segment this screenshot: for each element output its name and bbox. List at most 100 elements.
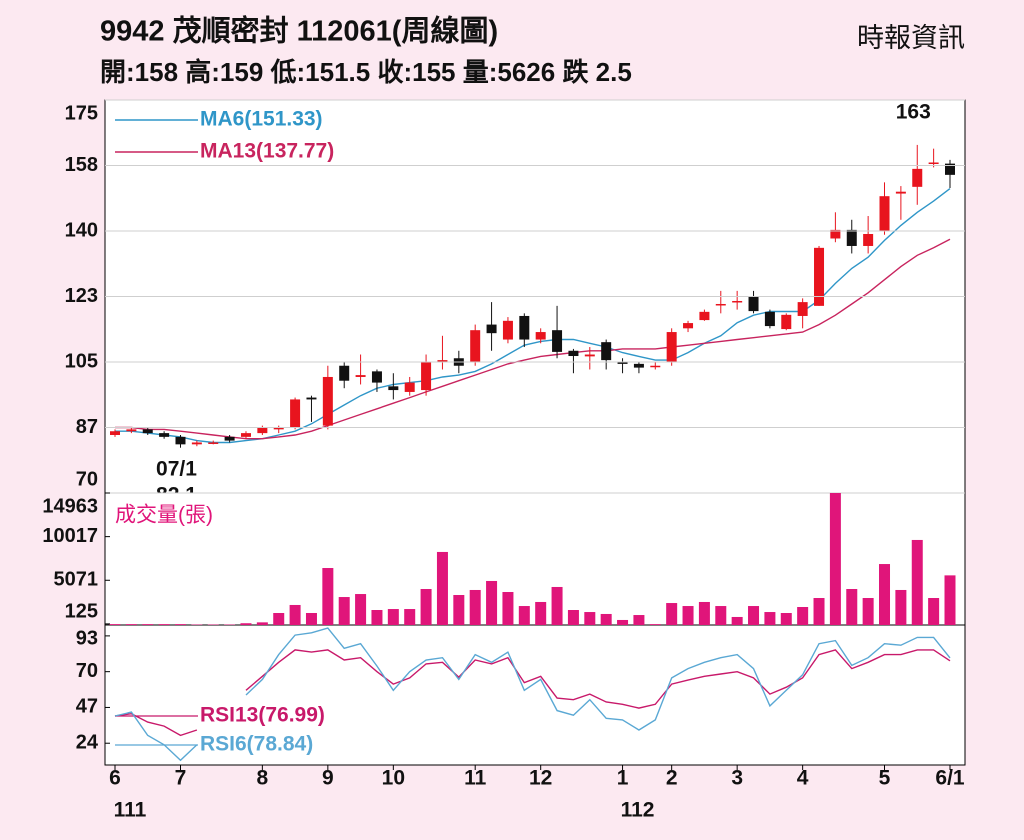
candle-body xyxy=(814,248,824,306)
y-tick-label: 105 xyxy=(65,350,98,372)
volume-bar xyxy=(601,614,612,625)
y-tick-label: 123 xyxy=(65,285,98,307)
volume-bar xyxy=(240,623,251,625)
volume-bar xyxy=(830,493,841,625)
candle-body xyxy=(585,355,595,357)
volume-bar xyxy=(273,613,284,625)
x-tick-label: 2 xyxy=(666,767,678,790)
candle-body xyxy=(781,315,791,329)
volume-bar xyxy=(650,624,661,625)
x-tick-label: 9 xyxy=(322,767,334,790)
y-tick-label: 70 xyxy=(76,468,98,490)
candle-body xyxy=(225,437,235,441)
candle-body xyxy=(568,351,578,356)
y-tick-label: 5071 xyxy=(54,569,99,591)
volume-label: 成交量(張) xyxy=(115,504,213,527)
candle-body xyxy=(798,302,808,316)
volume-bar xyxy=(453,595,464,625)
legend-label: MA13(137.77) xyxy=(200,140,334,163)
volume-bar xyxy=(126,624,137,625)
candle-body xyxy=(650,366,660,368)
candle-body xyxy=(470,330,480,362)
volume-bar xyxy=(175,624,186,625)
volume-bar xyxy=(388,609,399,625)
y-tick-label: 93 xyxy=(76,627,98,649)
volume-bar xyxy=(552,587,563,625)
volume-bar xyxy=(846,589,857,625)
x-tick-label: 11 xyxy=(464,767,487,790)
candle-body xyxy=(896,192,906,194)
y-tick-label: 140 xyxy=(65,219,98,241)
candle-body xyxy=(601,342,611,360)
volume-bar xyxy=(535,602,546,625)
x-tick-label: 6/1 xyxy=(935,767,965,790)
source: 時報資訊 xyxy=(857,23,965,53)
legend-label: RSI13(76.99) xyxy=(200,704,325,727)
candle-body xyxy=(405,383,415,392)
volume-bar xyxy=(584,612,595,625)
volume-bar xyxy=(748,606,759,625)
y-tick-label: 125 xyxy=(65,600,98,622)
candle-body xyxy=(306,398,316,400)
volume-bar xyxy=(666,603,677,625)
candle-body xyxy=(487,325,497,334)
volume-bar xyxy=(732,617,743,625)
volume-bar xyxy=(568,610,579,625)
volume-bar xyxy=(421,589,432,625)
candle-body xyxy=(241,433,251,437)
volume-bar xyxy=(437,552,448,625)
x-tick-label: 8 xyxy=(257,767,269,790)
candle-body xyxy=(552,330,562,352)
candle-body xyxy=(912,169,922,187)
volume-bar xyxy=(306,613,317,625)
candle-body xyxy=(110,431,120,435)
x-tick-label: 4 xyxy=(797,767,809,790)
volume-bar xyxy=(355,594,366,625)
x-year-label: 112 xyxy=(621,799,655,822)
y-tick-label: 87 xyxy=(76,416,98,438)
volume-bar xyxy=(322,568,333,625)
candle-body xyxy=(765,312,775,326)
volume-bar xyxy=(486,581,497,625)
candle-body xyxy=(683,323,693,328)
volume-bar xyxy=(699,602,710,625)
candle-body xyxy=(699,312,709,320)
volume-bar xyxy=(633,615,644,625)
volume-bar xyxy=(339,597,350,625)
candle-body xyxy=(372,371,382,382)
candle-body xyxy=(536,332,546,339)
volume-bar xyxy=(863,598,874,625)
candle-body xyxy=(323,377,333,426)
annotation-date: 07/1 xyxy=(156,457,197,480)
candle-body xyxy=(356,375,366,377)
legend-label: MA6(151.33) xyxy=(200,108,323,131)
volume-bar xyxy=(945,575,956,625)
x-tick-label: 3 xyxy=(731,767,743,790)
y-tick-label: 10017 xyxy=(42,525,98,547)
annotation-value: 163 xyxy=(896,100,931,123)
x-tick-label: 1 xyxy=(617,767,629,790)
candle-body xyxy=(192,442,202,444)
x-year-label: 111 xyxy=(114,799,147,822)
volume-bar xyxy=(797,607,808,625)
chart-title: 9942 茂順密封 112061(周線圖) xyxy=(100,14,498,48)
candle-body xyxy=(634,364,644,368)
candle-body xyxy=(257,428,267,434)
y-tick-label: 14963 xyxy=(42,495,98,517)
candle-body xyxy=(159,433,169,437)
x-tick-label: 5 xyxy=(879,767,891,790)
volume-bar xyxy=(814,598,825,625)
candle-body xyxy=(863,234,873,246)
candle-body xyxy=(126,429,136,431)
y-tick-label: 24 xyxy=(76,732,99,754)
candle-body xyxy=(503,321,513,340)
candle-body xyxy=(716,304,726,306)
volume-bar xyxy=(764,612,775,625)
volume-bar xyxy=(142,624,153,625)
volume-bar xyxy=(519,606,530,625)
volume-bar xyxy=(257,622,268,625)
y-tick-label: 158 xyxy=(65,154,98,176)
candle-body xyxy=(880,196,890,231)
y-tick-label: 70 xyxy=(76,660,98,682)
